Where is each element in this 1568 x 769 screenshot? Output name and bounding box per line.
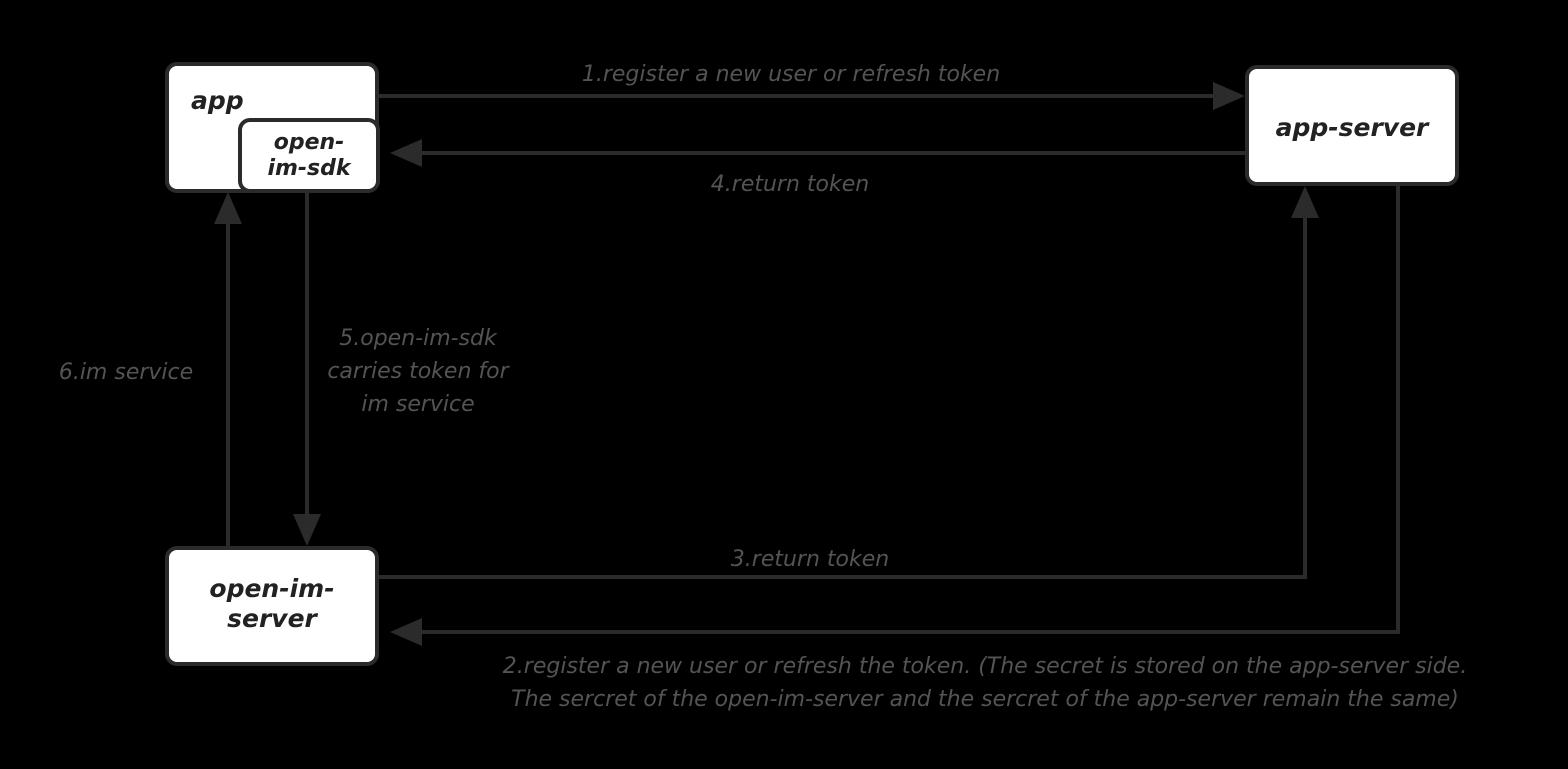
node-open-im-server-label: open-im- server: [209, 574, 335, 633]
node-app-server[interactable]: app-server: [1245, 65, 1459, 186]
node-app-label: app: [191, 86, 244, 115]
node-open-im-server[interactable]: open-im- server: [165, 546, 379, 666]
edge-step-2: [390, 186, 1400, 646]
edge-label-step-3: 3.return token: [730, 547, 890, 572]
edge-label-step-1: 1.register a new user or refresh token: [581, 62, 1001, 87]
edge-label-step-5: 5.open-im-sdk carries token for im servi…: [327, 326, 509, 417]
node-open-im-sdk[interactable]: open- im-sdk: [238, 118, 380, 193]
node-open-im-sdk-label: open- im-sdk: [267, 130, 351, 181]
node-app-server-label: app-server: [1275, 113, 1429, 142]
edge-label-step-6: 6.im service: [58, 360, 194, 385]
edge-step-4: [390, 139, 1245, 167]
edge-label-step-2: 2.register a new user or refresh the tok…: [502, 654, 1468, 712]
edge-label-step-4: 4.return token: [710, 172, 870, 197]
edge-step-6: [214, 192, 242, 546]
